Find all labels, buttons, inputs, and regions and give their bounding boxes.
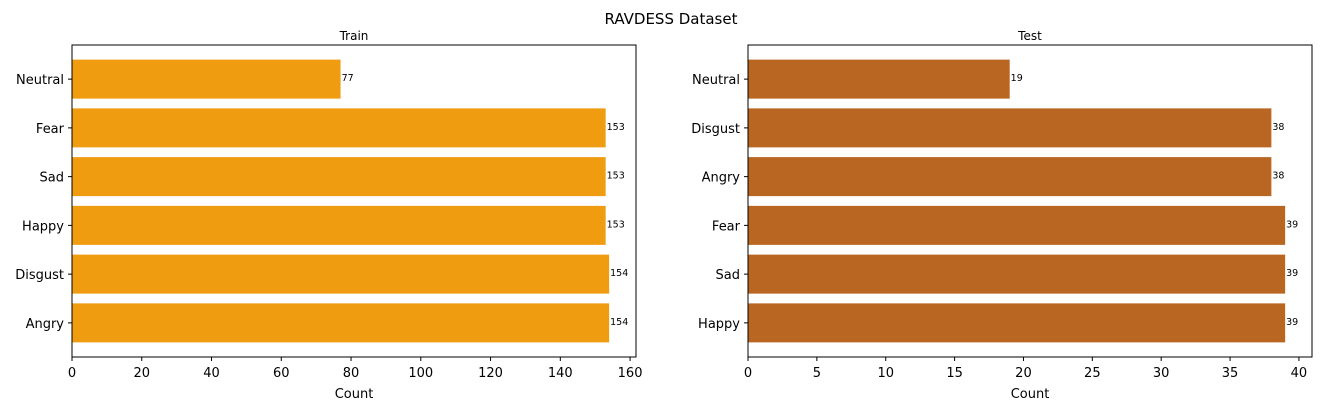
train-axes-frame xyxy=(71,44,637,358)
train-xtick-label: 160 xyxy=(618,366,643,381)
test-bar-value-label: 39 xyxy=(1286,317,1298,328)
train-panel: Train 154 Angry 154 Disgust 153 Happy 153 Sad 153… xyxy=(15,29,642,402)
test-xtick-label: 5 xyxy=(813,366,821,381)
test-bar-disgust xyxy=(748,108,1272,148)
test-ytick-label: Angry xyxy=(702,171,741,186)
train-bar-value-label: 154 xyxy=(610,268,628,279)
train-bar-sad xyxy=(72,157,606,197)
train-bar-value-label: 153 xyxy=(607,122,625,133)
test-ytick-label: Disgust xyxy=(691,122,740,137)
train-ytick-label: Sad xyxy=(40,171,64,186)
test-ytick-label: Fear xyxy=(712,219,741,234)
train-ytick-label: Happy xyxy=(22,219,64,234)
figure-suptitle: RAVDESS Dataset xyxy=(605,10,738,28)
test-bar-angry xyxy=(748,157,1272,197)
train-bar-angry xyxy=(72,303,610,343)
train-bar-value-label: 153 xyxy=(607,219,625,230)
test-bar-fear xyxy=(748,205,1286,245)
test-axes-frame xyxy=(747,44,1313,358)
test-ytick-label: Sad xyxy=(716,268,740,283)
train-bar-neutral xyxy=(72,59,341,99)
test-bar-happy xyxy=(748,303,1286,343)
train-xlabel: Count xyxy=(335,387,374,402)
test-xtick-label: 0 xyxy=(744,366,752,381)
train-xtick-label: 140 xyxy=(548,366,573,381)
test-xtick-label: 10 xyxy=(877,366,894,381)
train-bar-value-label: 77 xyxy=(342,73,354,84)
train-xtick-label: 120 xyxy=(478,366,503,381)
train-xtick-label: 100 xyxy=(408,366,433,381)
test-xlabel: Count xyxy=(1011,387,1050,402)
test-xtick-label: 20 xyxy=(1015,366,1032,381)
train-xtick-label: 0 xyxy=(68,366,76,381)
test-ytick-label: Happy xyxy=(698,317,740,332)
test-ytick-label: Neutral xyxy=(692,73,740,88)
train-bar-fear xyxy=(72,108,606,148)
train-title: Train xyxy=(339,29,369,43)
train-ytick-label: Fear xyxy=(36,122,65,137)
test-xtick-label: 40 xyxy=(1291,366,1308,381)
test-xtick-label: 30 xyxy=(1153,366,1170,381)
train-xtick-label: 80 xyxy=(343,366,360,381)
test-xtick-label: 35 xyxy=(1222,366,1239,381)
test-bar-neutral xyxy=(748,59,1010,99)
train-ytick-label: Neutral xyxy=(16,73,64,88)
test-bar-value-label: 38 xyxy=(1272,122,1284,133)
train-bar-value-label: 154 xyxy=(610,317,628,328)
test-title: Test xyxy=(1017,29,1042,43)
train-ytick-label: Disgust xyxy=(15,268,64,283)
test-bar-value-label: 39 xyxy=(1286,219,1298,230)
train-xtick-label: 40 xyxy=(203,366,220,381)
test-xtick-label: 25 xyxy=(1084,366,1101,381)
test-bar-value-label: 39 xyxy=(1286,268,1298,279)
train-bar-disgust xyxy=(72,254,610,294)
train-xtick-label: 60 xyxy=(273,366,290,381)
test-xtick-label: 15 xyxy=(946,366,963,381)
test-bar-value-label: 19 xyxy=(1011,73,1023,84)
train-bar-happy xyxy=(72,205,606,245)
test-bar-value-label: 38 xyxy=(1272,171,1284,182)
train-xtick-label: 20 xyxy=(133,366,150,381)
test-panel: Test 39 Happy 39 Sad 39 Fear 38 Angry 38 Disgust 19… xyxy=(691,29,1313,402)
train-ytick-label: Angry xyxy=(26,317,65,332)
train-bar-value-label: 153 xyxy=(607,171,625,182)
test-bar-sad xyxy=(748,254,1286,294)
